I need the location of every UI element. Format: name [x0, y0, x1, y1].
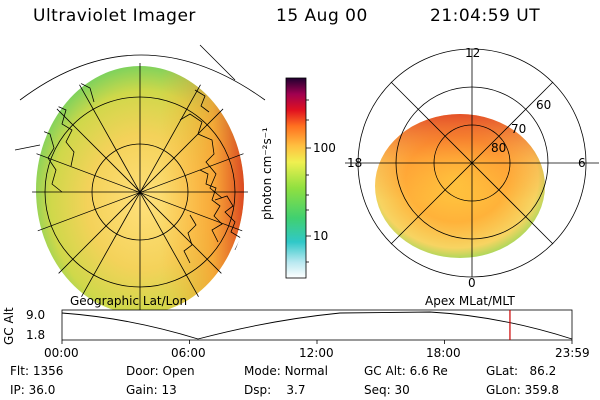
altitude-strip-frame — [61, 309, 573, 341]
flight-number: Flt: 1356 — [10, 364, 64, 378]
colorbar-ticks — [306, 99, 311, 263]
magnetic-polar-plot — [345, 48, 599, 278]
sequence-number: Seq: 30 — [364, 383, 410, 397]
mode-status: Mode: Normal — [244, 364, 328, 378]
geographic-grid — [32, 63, 248, 317]
time-label: 21:04:59 UT — [430, 6, 541, 26]
colorbar-tick-100: 100 — [313, 141, 336, 155]
colorbar-tick-10: 10 — [313, 229, 329, 243]
time-tick-0000: 00:00 — [44, 346, 79, 360]
dsp-value: Dsp: 3.7 — [244, 383, 306, 397]
altitude-curve — [61, 311, 573, 340]
time-tick-0600: 06:00 — [171, 346, 206, 360]
time-tick-2359: 23:59 — [555, 346, 590, 360]
instrument-title: Ultraviolet Imager — [33, 6, 196, 26]
mlt-label-0: 0 — [468, 276, 476, 290]
polar-grid — [345, 48, 599, 278]
time-tick-1800: 18:00 — [426, 346, 461, 360]
date-label: 15 Aug 00 — [276, 6, 368, 26]
door-status: Door: Open — [126, 364, 195, 378]
ip-value: IP: 36.0 — [10, 383, 56, 397]
altitude-ylabel: GC Alt — [2, 307, 16, 345]
mlat-label-60: 60 — [536, 98, 552, 112]
mlt-label-6: 6 — [578, 156, 586, 170]
mlat-label-80: 80 — [491, 141, 507, 155]
mlt-label-18: 18 — [347, 156, 363, 170]
geographic-auroral-image — [14, 44, 266, 317]
geographic-latitude: GLat: 86.2 — [486, 364, 557, 378]
magnetic-caption: Apex MLat/MLT — [425, 294, 515, 308]
color-scale-bar — [285, 77, 307, 279]
gc-altitude: GC Alt: 6.6 Re — [364, 364, 448, 378]
time-tick-1200: 12:00 — [299, 346, 334, 360]
altitude-ytick-low: 1.8 — [26, 328, 46, 342]
altitude-strip-chart — [61, 309, 573, 344]
altitude-ytick-high: 9.0 — [26, 308, 46, 322]
gain-value: Gain: 13 — [126, 383, 177, 397]
geographic-longitude: GLon: 359.8 — [486, 383, 559, 397]
mlat-label-70: 70 — [511, 122, 527, 136]
geographic-caption: Geographic Lat/Lon — [70, 294, 188, 308]
mlt-label-12: 12 — [465, 46, 481, 60]
colorbar-unit-label: photon cm⁻²s⁻¹ — [260, 127, 274, 220]
